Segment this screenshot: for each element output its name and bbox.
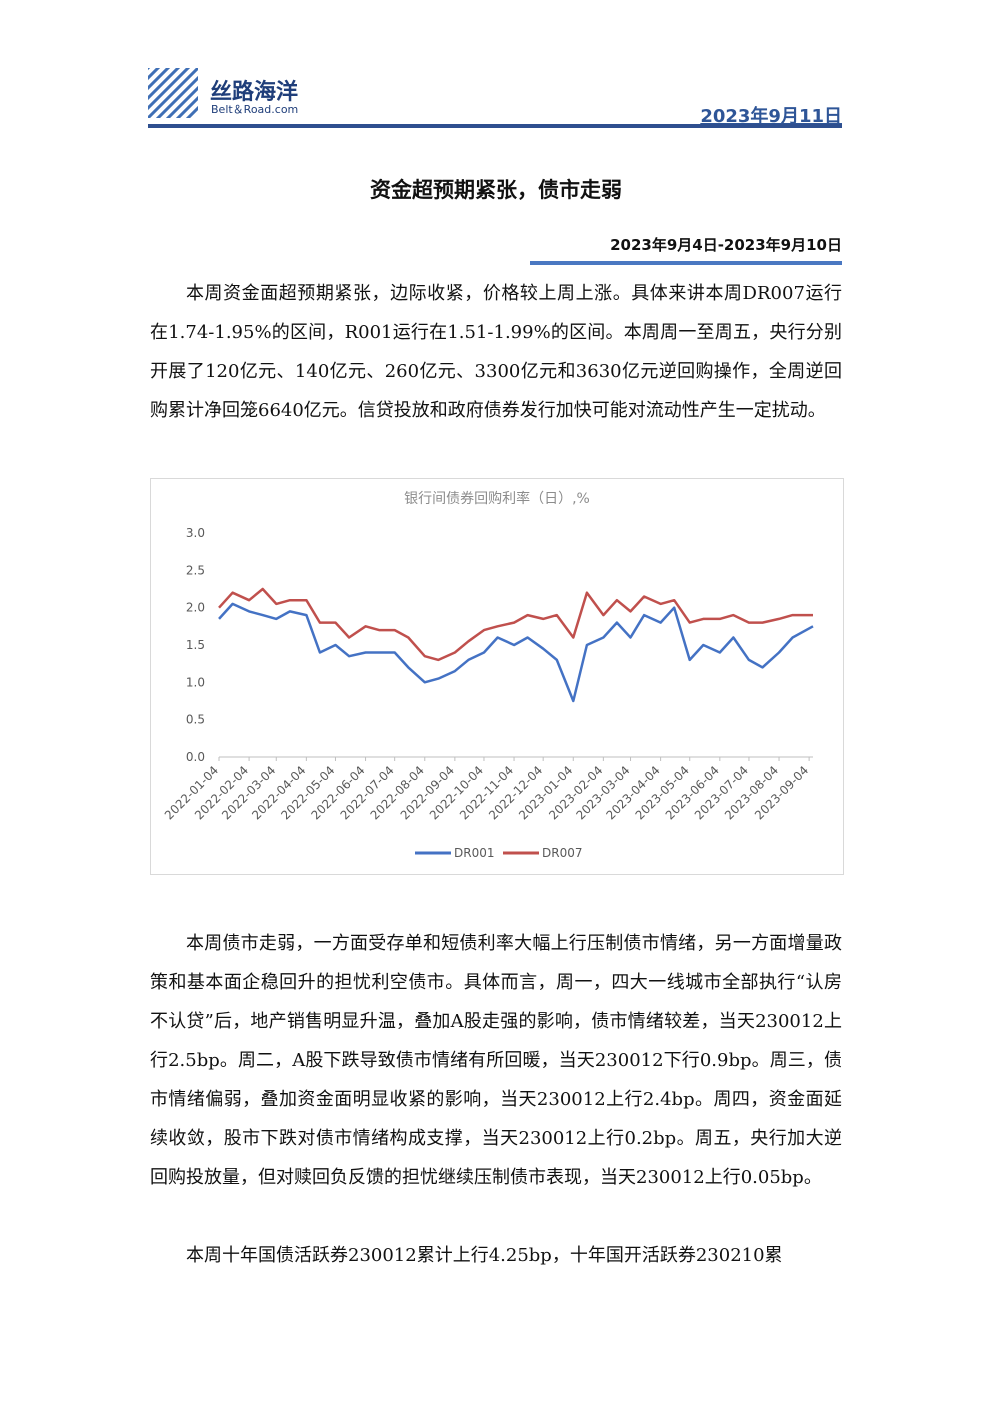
brand-en: Belt＆Road.com xyxy=(211,103,299,116)
header-date: 2023年9月11日 xyxy=(700,106,842,127)
series-line xyxy=(218,602,814,703)
y-tick-label: 0.0 xyxy=(186,750,205,764)
y-tick-label: 0.5 xyxy=(186,713,205,727)
legend-label: DR007 xyxy=(542,846,582,860)
chart-title: 银行间债券回购利率（日）,% xyxy=(404,490,590,507)
title: 资金超预期紧张，债市走弱 xyxy=(370,178,622,202)
header-rule xyxy=(148,124,842,128)
brand: 丝路海洋 xyxy=(210,80,299,105)
date-rule xyxy=(530,261,842,265)
paragraph: 本周债市走弱，一方面受存单和短债利率大幅上行压制债市情绪，另一方面增量政策和基本… xyxy=(150,933,842,1188)
date-range: 2023年9月4日-2023年9月10日 xyxy=(610,236,842,254)
y-tick-label: 3.0 xyxy=(186,526,205,540)
series-line xyxy=(218,587,813,662)
y-tick-label: 1.0 xyxy=(186,675,205,689)
y-tick-label: 2.0 xyxy=(186,601,205,615)
y-tick-label: 1.5 xyxy=(186,638,205,652)
legend-label: DR001 xyxy=(454,846,494,860)
logo-icon xyxy=(148,68,198,118)
paragraph: 本周十年国债活跃券230012累计上行4.25bp，十年国开活跃券230210累 xyxy=(186,1245,783,1266)
y-tick-label: 2.5 xyxy=(186,563,205,577)
chart: 银行间债券回购利率（日）,% 0.00.51.01.52.02.53.02022… xyxy=(150,478,844,875)
paragraph: 本周资金面超预期紧张，边际收紧，价格较上周上涨。具体来讲本周DR007运行在1.… xyxy=(150,283,842,421)
